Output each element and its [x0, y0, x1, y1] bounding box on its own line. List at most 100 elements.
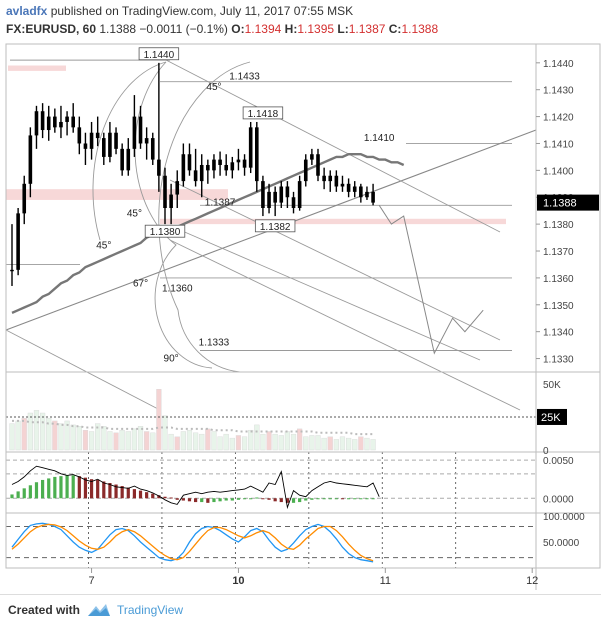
stochastic-tick-label: 100.0000	[543, 512, 585, 523]
stochastic-k-line	[11, 522, 374, 563]
candle	[218, 151, 222, 176]
volume-bar	[217, 436, 223, 451]
volume-bar	[309, 435, 315, 451]
candle	[340, 175, 345, 192]
candle	[365, 186, 369, 200]
histogram-bar	[224, 498, 228, 501]
candle-body	[359, 186, 363, 198]
candle-body	[16, 213, 20, 270]
created-with-text: Created with	[8, 603, 81, 617]
histogram-bar	[181, 498, 185, 501]
volume-bar	[364, 437, 370, 451]
candle-body	[28, 135, 33, 184]
candle	[352, 181, 357, 198]
candle	[236, 148, 241, 171]
volume-tick-label: 0	[543, 446, 549, 457]
time-tick-label: 7	[88, 575, 94, 587]
channel-upper	[165, 59, 501, 233]
author-name[interactable]: avladfx	[6, 4, 48, 18]
histogram-bar	[34, 482, 39, 499]
candle-body	[59, 121, 63, 128]
candle	[144, 127, 149, 160]
histogram-bar	[371, 498, 375, 500]
histogram-bar	[187, 498, 192, 502]
volume-bar	[352, 439, 358, 451]
oscillator-pane[interactable]	[10, 465, 380, 510]
candle-body	[218, 159, 222, 165]
candle-body	[267, 191, 271, 208]
price-tick-label: 1.1380	[543, 220, 574, 231]
volume-bar	[162, 415, 168, 451]
candle	[346, 178, 351, 198]
candle	[199, 154, 204, 198]
volume-bar	[70, 424, 76, 451]
candle-body	[22, 183, 27, 214]
price-tick-label: 1.1330	[543, 355, 574, 366]
volume-bar	[333, 439, 339, 451]
histogram-bar	[16, 491, 20, 499]
publish-line: avladfx published on TradingView.com, Ju…	[6, 4, 353, 18]
volume-bar	[113, 432, 119, 451]
candle	[267, 183, 271, 214]
candle-body	[334, 175, 339, 187]
histogram-bar	[96, 479, 100, 499]
published-text: published on TradingView.com, July 11, 2…	[50, 4, 354, 18]
candle	[297, 175, 302, 211]
histogram-bar	[22, 488, 26, 499]
volume-bar	[248, 429, 254, 451]
annotation-label: 1.1333	[199, 337, 230, 348]
candle-body	[53, 116, 57, 128]
volume-bar	[52, 420, 58, 451]
candle	[22, 175, 27, 225]
gann-arc	[92, 61, 167, 241]
histogram-bar	[353, 498, 357, 500]
volume-bar	[284, 431, 291, 451]
candle-body	[212, 159, 216, 171]
channel-middle	[169, 239, 521, 411]
chart-header: avladfx published on TradingView.com, Ju…	[0, 0, 601, 40]
histogram-bar	[255, 497, 259, 499]
candle	[108, 121, 112, 163]
candle	[328, 170, 333, 192]
histogram-bar	[53, 476, 57, 499]
candle-body	[285, 186, 290, 198]
volume-bar	[76, 426, 82, 451]
price-tick-label: 1.1430	[543, 86, 574, 97]
histogram-bar	[273, 498, 277, 502]
candle-body	[95, 132, 100, 139]
candle-body	[138, 116, 143, 144]
candle	[310, 148, 314, 165]
candle-body	[126, 148, 131, 171]
histogram-bar	[291, 498, 296, 503]
current-price-badge	[537, 194, 599, 211]
high-value: 1.1395	[297, 22, 335, 36]
annotation-label: 1.1382	[260, 222, 291, 233]
candle-body	[132, 116, 137, 149]
histogram-bar	[340, 498, 345, 500]
candle	[102, 132, 106, 165]
candle-body	[83, 143, 88, 149]
stochastic-pane[interactable]	[11, 522, 374, 563]
stochastic-d-line	[11, 523, 374, 562]
price-tick-label: 1.1350	[543, 301, 574, 312]
histogram-bar	[365, 498, 369, 500]
gann-arc	[158, 61, 251, 373]
tradingview-brand[interactable]: TradingView	[117, 603, 184, 617]
volume-bar	[88, 431, 95, 451]
oscillator-tick-label: 0.0050	[543, 456, 574, 467]
candle	[291, 191, 296, 214]
candle-body	[224, 164, 228, 171]
stochastic-tick-label: 50.0000	[543, 538, 580, 549]
price-tick-label: 1.1370	[543, 247, 574, 258]
candle	[65, 111, 69, 136]
chart-canvas[interactable]: 1.1440 1.1433 45° 1.1418 1.1410 1.1387 45° 1.13…	[0, 40, 601, 594]
volume-pane[interactable]	[6, 389, 536, 451]
price-pane[interactable]: 1.1440 1.1433 45° 1.1418 1.1410 1.1387 45° 1.13…	[10, 47, 484, 365]
histogram-bar	[298, 498, 302, 503]
candle	[169, 183, 173, 225]
candle-body	[199, 164, 204, 182]
candle	[193, 148, 198, 187]
candle	[206, 159, 210, 184]
volume-bar	[229, 437, 235, 451]
moving-average-line	[11, 153, 405, 314]
